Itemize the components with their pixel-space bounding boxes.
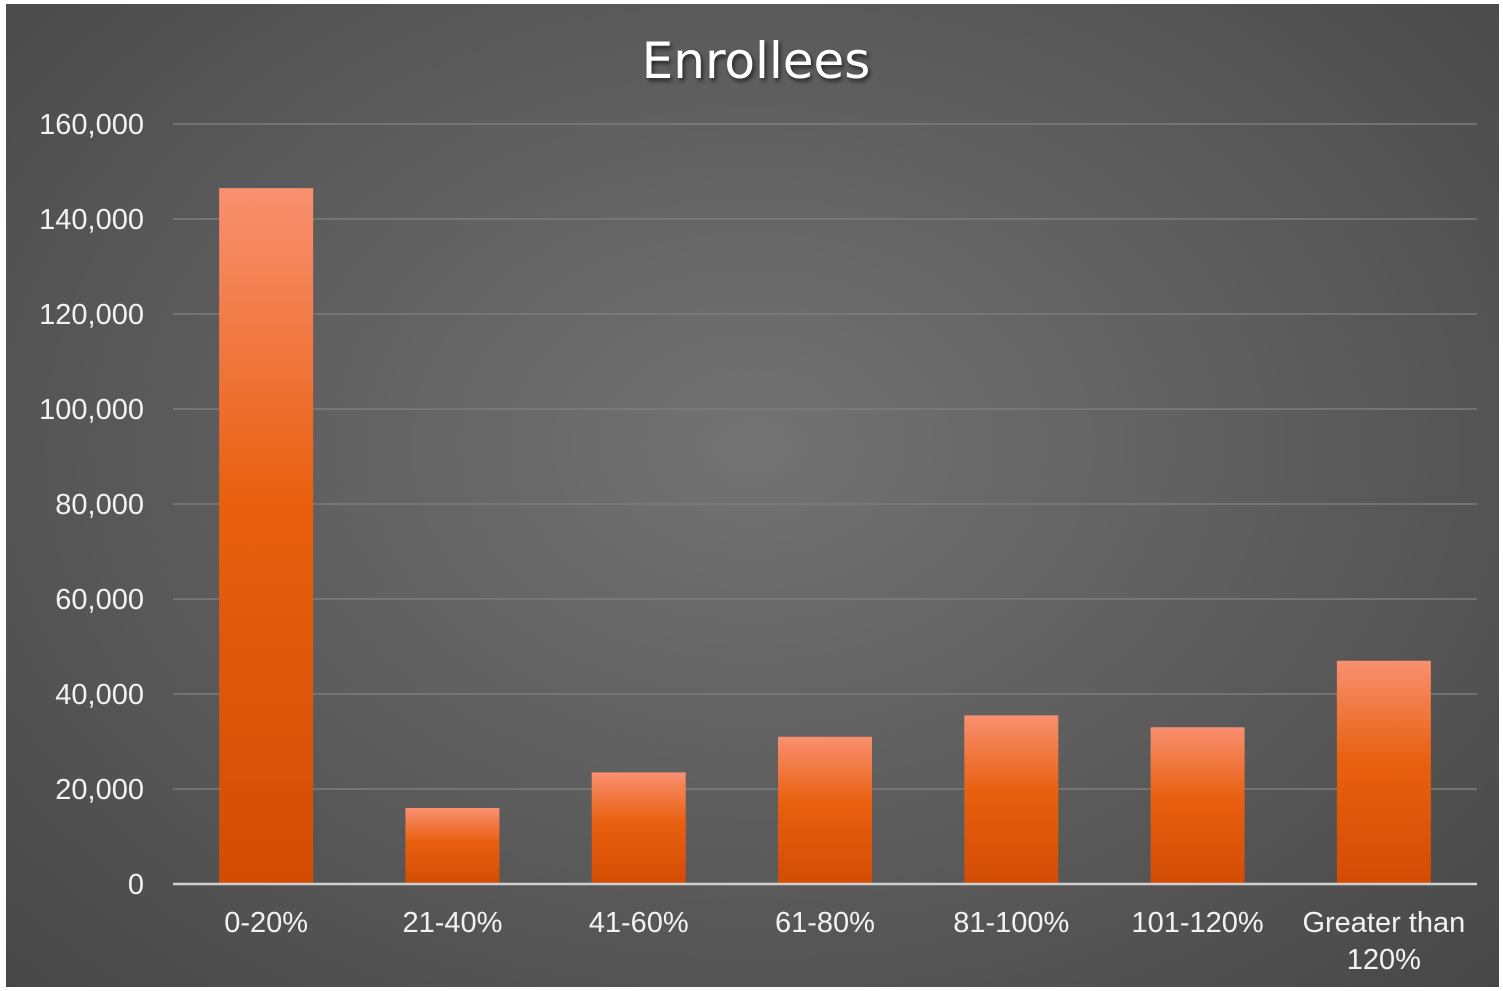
x-tick-label: 101-120% [1131, 907, 1263, 939]
y-tick-label: 80,000 [55, 489, 144, 521]
x-axis-tick-labels: 0-20% 21-40% 41-60% 61-80% 81-100% 101-120% Gr… [224, 907, 1465, 976]
bar-41-60 [591, 772, 686, 884]
x-tick-label: 81-100% [953, 907, 1069, 939]
y-tick-label: 0 [128, 869, 144, 901]
bar-61-80 [778, 736, 872, 884]
x-tick-label: Greater than 120% [1302, 907, 1465, 976]
x-tick-label: 41-60% [589, 907, 689, 939]
y-tick-label: 20,000 [55, 774, 144, 806]
y-tick-label: 40,000 [55, 679, 144, 711]
y-tick-label: 60,000 [55, 584, 144, 616]
x-tick-label: 61-80% [775, 907, 875, 939]
bar-101-120 [1150, 727, 1245, 884]
bar-21-40 [405, 808, 500, 884]
y-tick-label: 160,000 [39, 109, 144, 141]
y-tick-label: 120,000 [39, 299, 144, 331]
bar-81-100 [964, 715, 1059, 884]
bar-0-20 [219, 188, 314, 884]
y-axis-tick-labels: 0 20,000 40,000 60,000 80,000 100,000 120,000 1… [39, 109, 144, 901]
x-tick-label: 21-40% [402, 907, 502, 939]
gridlines [173, 123, 1477, 790]
chart-title: Enrollees [642, 32, 871, 90]
bars [219, 188, 1431, 884]
x-tick-label: 0-20% [224, 907, 308, 939]
y-tick-label: 100,000 [39, 394, 144, 426]
bar-greater-than-120 [1336, 660, 1431, 884]
y-tick-label: 140,000 [39, 204, 144, 236]
